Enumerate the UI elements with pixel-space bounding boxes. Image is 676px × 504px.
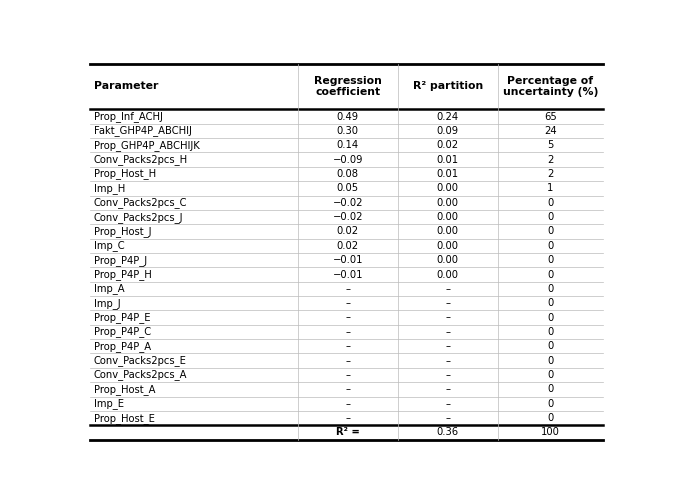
Text: 0.02: 0.02 [437, 140, 459, 150]
Text: 0.00: 0.00 [437, 226, 459, 236]
Text: 0.00: 0.00 [437, 183, 459, 194]
Text: 0: 0 [548, 341, 554, 351]
Text: –: – [445, 370, 450, 380]
Text: 0: 0 [548, 241, 554, 251]
Text: Regression
coefficient: Regression coefficient [314, 76, 382, 97]
Text: 0: 0 [548, 413, 554, 423]
Text: –: – [445, 399, 450, 409]
Text: Prop_Host_E: Prop_Host_E [94, 413, 155, 423]
Text: Prop_Host_A: Prop_Host_A [94, 384, 155, 395]
Text: 0: 0 [548, 226, 554, 236]
Text: −0.01: −0.01 [333, 270, 363, 280]
Text: 0.00: 0.00 [437, 198, 459, 208]
Text: 2: 2 [548, 155, 554, 165]
Text: −0.02: −0.02 [333, 212, 363, 222]
Text: 0.14: 0.14 [337, 140, 359, 150]
Text: –: – [445, 284, 450, 294]
Text: 0: 0 [548, 298, 554, 308]
Text: −0.02: −0.02 [333, 198, 363, 208]
Text: 0: 0 [548, 284, 554, 294]
Text: 0: 0 [548, 356, 554, 366]
Text: 0: 0 [548, 399, 554, 409]
Text: R² partition: R² partition [413, 82, 483, 92]
Text: –: – [345, 284, 350, 294]
Text: 0: 0 [548, 370, 554, 380]
Text: –: – [345, 385, 350, 394]
Text: −0.09: −0.09 [333, 155, 363, 165]
Text: –: – [445, 356, 450, 366]
Text: 0.30: 0.30 [337, 126, 359, 136]
Text: Parameter: Parameter [94, 82, 158, 92]
Text: 0.24: 0.24 [437, 111, 459, 121]
Text: Prop_Host_H: Prop_Host_H [94, 168, 156, 179]
Text: 0: 0 [548, 255, 554, 265]
Text: Prop_P4P_C: Prop_P4P_C [94, 327, 151, 337]
Text: 1: 1 [548, 183, 554, 194]
Text: R² =: R² = [336, 427, 360, 437]
Text: 0.00: 0.00 [437, 241, 459, 251]
Text: Conv_Packs2pcs_A: Conv_Packs2pcs_A [94, 369, 187, 381]
Text: Conv_Packs2pcs_J: Conv_Packs2pcs_J [94, 212, 183, 223]
Text: Conv_Packs2pcs_H: Conv_Packs2pcs_H [94, 154, 188, 165]
Text: Prop_Inf_ACHJ: Prop_Inf_ACHJ [94, 111, 163, 122]
Text: Imp_A: Imp_A [94, 283, 124, 294]
Text: 0.02: 0.02 [337, 226, 359, 236]
Text: 24: 24 [544, 126, 557, 136]
Text: 0.08: 0.08 [337, 169, 359, 179]
Text: Imp_H: Imp_H [94, 183, 125, 194]
Text: Prop_P4P_H: Prop_P4P_H [94, 269, 151, 280]
Text: 0: 0 [548, 312, 554, 323]
Text: –: – [445, 385, 450, 394]
Text: 5: 5 [548, 140, 554, 150]
Text: –: – [345, 370, 350, 380]
Text: 0: 0 [548, 270, 554, 280]
Text: –: – [345, 298, 350, 308]
Text: Conv_Packs2pcs_E: Conv_Packs2pcs_E [94, 355, 187, 366]
Text: 0.36: 0.36 [437, 427, 459, 437]
Text: 0.00: 0.00 [437, 270, 459, 280]
Text: –: – [445, 298, 450, 308]
Text: Imp_E: Imp_E [94, 398, 124, 409]
Text: 2: 2 [548, 169, 554, 179]
Text: Prop_P4P_J: Prop_P4P_J [94, 255, 147, 266]
Text: 0.09: 0.09 [437, 126, 459, 136]
Text: Prop_GHP4P_ABCHIJK: Prop_GHP4P_ABCHIJK [94, 140, 199, 151]
Text: –: – [345, 413, 350, 423]
Text: 0.01: 0.01 [437, 169, 459, 179]
Text: –: – [445, 413, 450, 423]
Text: Prop_P4P_A: Prop_P4P_A [94, 341, 151, 352]
Text: –: – [445, 341, 450, 351]
Text: 65: 65 [544, 111, 557, 121]
Text: Conv_Packs2pcs_C: Conv_Packs2pcs_C [94, 197, 187, 208]
Text: –: – [345, 312, 350, 323]
Text: Imp_J: Imp_J [94, 298, 120, 308]
Text: –: – [445, 327, 450, 337]
Text: –: – [345, 356, 350, 366]
Text: 0.00: 0.00 [437, 212, 459, 222]
Text: −0.01: −0.01 [333, 255, 363, 265]
Text: 0.05: 0.05 [337, 183, 359, 194]
Text: 0.01: 0.01 [437, 155, 459, 165]
Text: –: – [445, 312, 450, 323]
Text: 0: 0 [548, 327, 554, 337]
Text: 0: 0 [548, 212, 554, 222]
Text: 0: 0 [548, 198, 554, 208]
Text: 100: 100 [541, 427, 560, 437]
Text: Prop_P4P_E: Prop_P4P_E [94, 312, 151, 323]
Text: –: – [345, 341, 350, 351]
Text: 0.49: 0.49 [337, 111, 359, 121]
Text: 0.02: 0.02 [337, 241, 359, 251]
Text: Percentage of
uncertainty (%): Percentage of uncertainty (%) [503, 76, 598, 97]
Text: Imp_C: Imp_C [94, 240, 124, 251]
Text: Prop_Host_J: Prop_Host_J [94, 226, 151, 237]
Text: 0.00: 0.00 [437, 255, 459, 265]
Text: –: – [345, 327, 350, 337]
Text: 0: 0 [548, 385, 554, 394]
Text: –: – [345, 399, 350, 409]
Text: Fakt_GHP4P_ABCHIJ: Fakt_GHP4P_ABCHIJ [94, 125, 192, 137]
